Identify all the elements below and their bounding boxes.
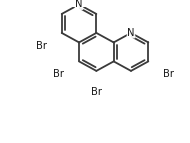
- Text: Br: Br: [36, 41, 47, 51]
- Text: N: N: [75, 0, 83, 9]
- Text: N: N: [127, 28, 135, 38]
- Text: Br: Br: [163, 69, 174, 80]
- Text: Br: Br: [53, 69, 64, 80]
- Text: Br: Br: [91, 87, 102, 97]
